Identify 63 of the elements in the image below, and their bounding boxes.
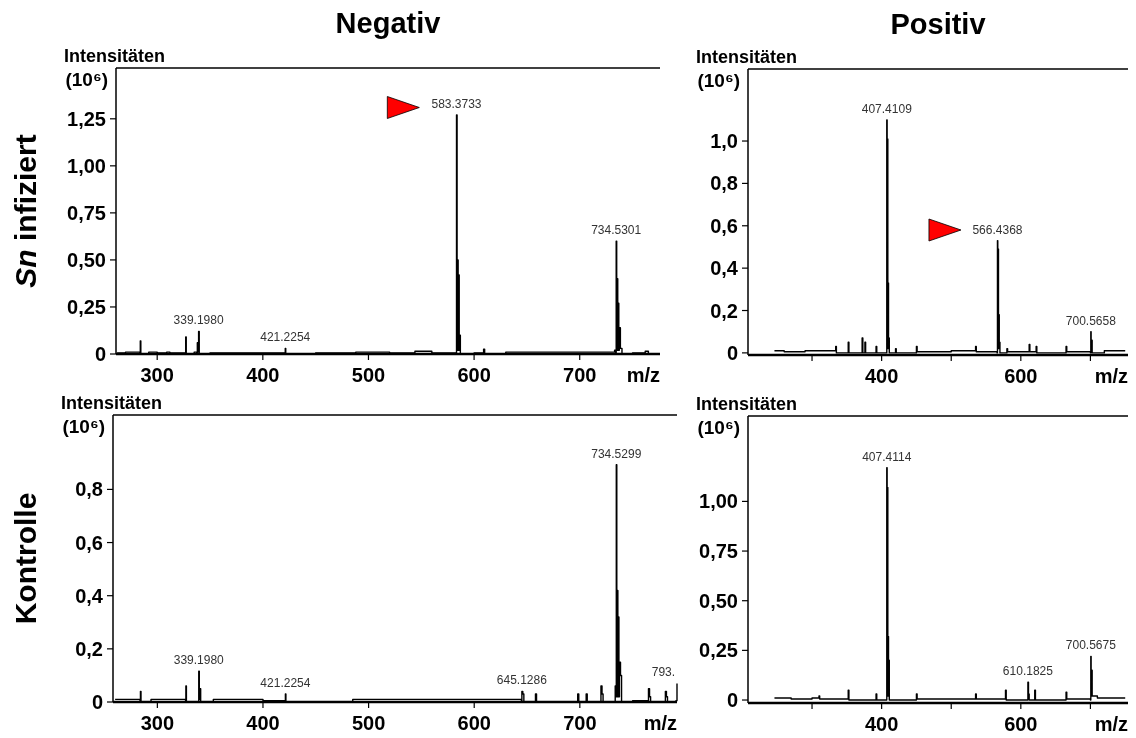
x-axis-title: m/z [1094,713,1128,735]
x-axis-title: m/z [643,712,677,734]
x-tick-label: 400 [864,365,899,387]
x-tick-label: 400 [246,364,280,386]
x-tick-label: 600 [1004,365,1038,387]
chart-title: Positiv [890,8,986,40]
annotation: 793. [651,665,676,680]
y-tick-label: 0,75 [699,540,738,563]
x-tick-label: 600 [1004,713,1038,735]
annotation: 339.1980 [173,313,224,328]
chart-title: Negativ [335,7,441,39]
annotation: 700.5658 [1065,313,1117,328]
annotation: 339.1980 [173,653,225,668]
y-tick-label: 1,00 [67,154,106,177]
y-tick-label: 0,8 [75,478,103,501]
annotation: 700.5675 [1065,638,1117,653]
x-tick-label: 500 [351,364,386,386]
y-tick-label: 1,00 [699,490,738,513]
y-axis-title: Intensitäten (10⁶) [696,394,798,438]
y-tick-label: 1,25 [67,107,106,130]
y-tick-label: 0,50 [699,589,738,612]
y-tick-label: 0 [91,691,103,713]
annotation: 610.1825 [1002,664,1054,679]
y-tick-label: 0,4 [75,584,104,607]
x-tick-label: 700 [563,712,597,734]
y-tick-label: 0,75 [67,201,106,224]
x-tick-label: 300 [140,712,175,734]
x-axis-title: m/z [626,364,660,386]
y-tick-label: 0,4 [710,257,739,280]
y-tick-label: 0,6 [710,214,738,237]
y-axis-title: Intensitäten (10⁶) [64,46,166,90]
x-tick-label: 600 [457,712,491,734]
annotation: 421.2254 [260,676,311,691]
y-tick-label: 0,6 [75,531,103,554]
annotation: 407.4114 [862,449,912,464]
annotation: 734.5301 [591,223,642,238]
x-tick-label: 600 [457,364,491,386]
x-tick-label: 400 [864,713,899,735]
text: Sn infiziert [9,134,42,288]
x-axis-title: m/z [1094,365,1128,387]
annotation: 407.4109 [861,101,913,116]
y-tick-label: 0 [726,689,738,712]
y-tick-label: 0,25 [699,639,738,662]
y-tick-label: 0 [94,343,106,365]
y-axis-title: Intensitäten (10⁶) [696,47,798,91]
y-axis-title: Intensitäten (10⁶) [61,393,163,437]
annotation: 566.4368 [972,222,1023,237]
annotation: 734.5299 [591,446,642,461]
x-tick-label: 400 [246,712,280,734]
y-tick-label: 0,2 [75,637,103,660]
y-tick-label: 0,50 [67,248,106,271]
y-tick-label: 0,2 [710,299,738,322]
annotation: 645.1286 [496,673,548,688]
x-tick-label: 500 [351,712,386,734]
x-tick-label: 300 [140,364,174,386]
y-tick-label: 0,8 [710,172,738,195]
annotation: 421.2254 [260,330,311,345]
annotation: 583.3733 [431,97,482,112]
text: Kontrolle [9,492,42,625]
y-tick-label: 0,25 [67,295,106,318]
x-tick-label: 700 [563,364,597,386]
y-tick-label: 1,0 [710,130,738,153]
y-tick-label: 0 [726,341,738,364]
